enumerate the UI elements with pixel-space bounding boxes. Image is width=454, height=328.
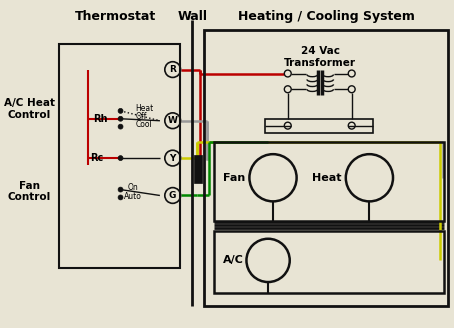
- Circle shape: [118, 124, 123, 129]
- Text: R: R: [169, 65, 176, 74]
- Text: Off: Off: [135, 112, 147, 121]
- Bar: [265, 119, 373, 133]
- Circle shape: [118, 109, 123, 113]
- Text: Heating / Cooling System: Heating / Cooling System: [238, 10, 415, 23]
- Text: Auto: Auto: [123, 192, 141, 201]
- Circle shape: [118, 156, 123, 161]
- Text: Wall: Wall: [178, 10, 207, 23]
- Text: G: G: [169, 191, 176, 200]
- Circle shape: [118, 195, 123, 200]
- Text: Fan
Control: Fan Control: [7, 181, 51, 202]
- Bar: [214, 142, 444, 221]
- Text: Fan: Fan: [223, 173, 246, 183]
- Text: 24 Vac
Transformer: 24 Vac Transformer: [284, 46, 356, 68]
- Text: Rc: Rc: [90, 153, 104, 163]
- Text: Y: Y: [169, 154, 176, 163]
- Text: Cool: Cool: [135, 120, 152, 129]
- Bar: [59, 44, 180, 268]
- Text: Heat: Heat: [312, 173, 342, 183]
- Text: Heat: Heat: [135, 104, 153, 113]
- Text: Thermostat: Thermostat: [75, 10, 156, 23]
- Text: W: W: [168, 116, 178, 125]
- Bar: [204, 30, 448, 306]
- Text: Rh: Rh: [94, 114, 108, 124]
- Bar: [214, 231, 444, 293]
- Circle shape: [118, 116, 123, 121]
- Bar: [194, 155, 202, 183]
- Text: A/C: A/C: [222, 256, 243, 265]
- Text: A/C Heat
Control: A/C Heat Control: [4, 98, 54, 120]
- Circle shape: [118, 187, 123, 192]
- Text: On: On: [128, 183, 138, 192]
